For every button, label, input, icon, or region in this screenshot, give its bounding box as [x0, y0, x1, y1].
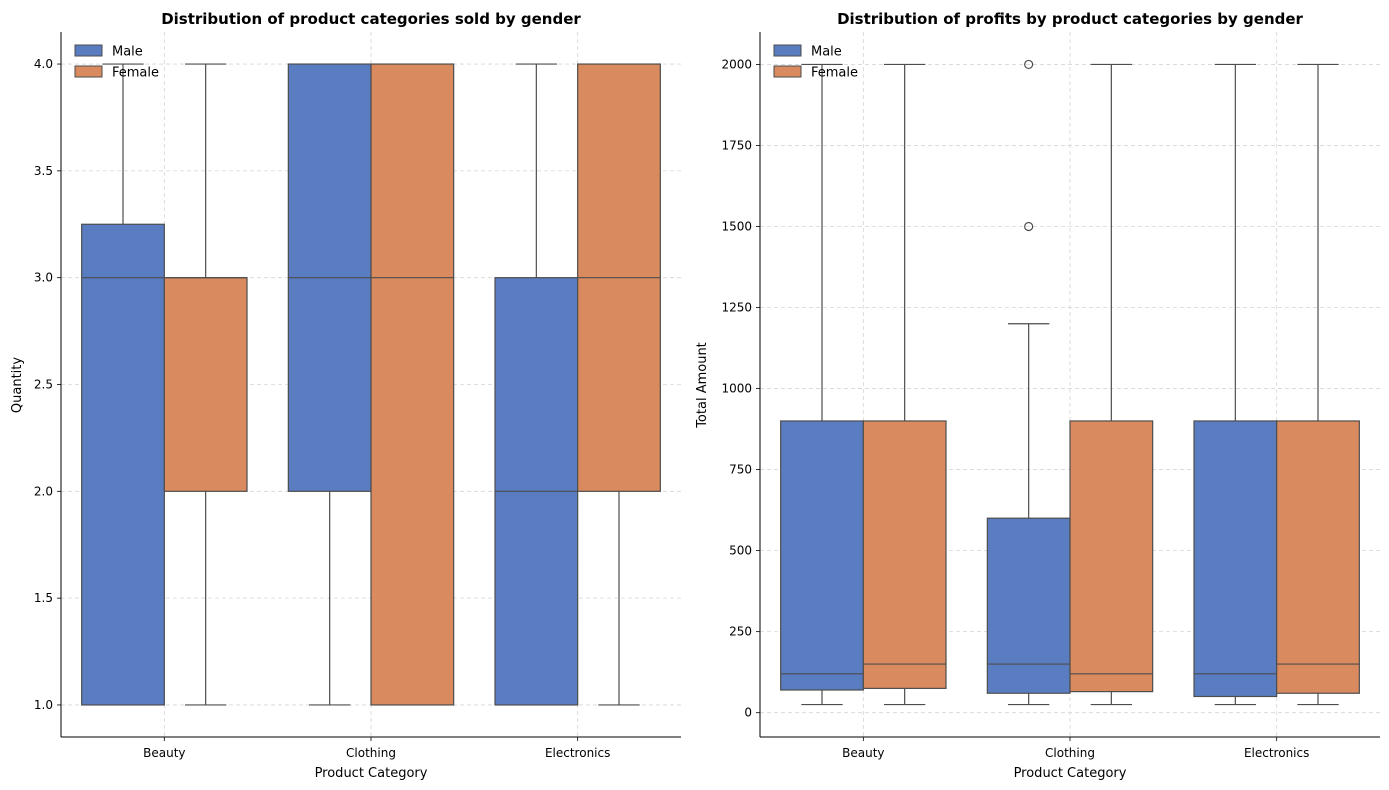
legend-swatch	[773, 44, 802, 57]
x-tick-label: Clothing	[1045, 746, 1095, 760]
box-iqr	[862, 420, 947, 689]
x-axis-label: Product Category	[315, 766, 428, 781]
box-iqr	[81, 223, 165, 706]
y-axis-label: Quantity	[10, 357, 25, 413]
x-tick-label: Electronics	[1244, 746, 1309, 760]
box-iqr	[1276, 420, 1360, 694]
box-male-beauty	[81, 63, 165, 706]
y-tick-label: 750	[729, 463, 752, 477]
y-tick-label: 2000	[721, 57, 752, 71]
box-female-beauty	[862, 63, 947, 706]
legend-swatch	[773, 65, 802, 78]
boxes-layer	[780, 59, 1360, 706]
box-male-electronics	[1193, 63, 1278, 706]
box-male-clothing	[986, 59, 1071, 706]
legend-entry-male: Male	[74, 44, 143, 60]
box-female-clothing	[1069, 63, 1154, 706]
box-iqr	[370, 63, 455, 706]
box-iqr	[986, 517, 1071, 694]
ticks-layer: 1.0 1.5 2.0 2.5 3.0 3.5 4.0 Beauty Clothing Elect…	[34, 57, 610, 760]
x-tick-label: Electronics	[545, 746, 610, 760]
legend-entry-male: Male	[773, 44, 842, 60]
box-female-electronics	[1276, 63, 1360, 706]
y-tick-label: 4.0	[34, 57, 53, 71]
box-male-electronics	[494, 63, 579, 706]
legend-label: Male	[811, 45, 842, 60]
legend-entry-female: Female	[773, 65, 858, 81]
y-tick-label: 3.5	[34, 164, 53, 178]
box-female-electronics	[577, 63, 661, 706]
box-iqr	[1069, 420, 1154, 693]
y-tick-label: 1250	[721, 301, 752, 315]
x-tick-label: Beauty	[842, 746, 884, 760]
box-male-clothing	[287, 63, 372, 706]
outlier-point	[1024, 59, 1034, 70]
y-tick-label: 250	[729, 625, 752, 639]
chart-total-amount-by-category: Distribution of profits by product categ…	[695, 10, 1380, 781]
box-iqr	[780, 420, 864, 691]
y-tick-label: 1750	[721, 138, 752, 152]
y-tick-label: 1500	[721, 219, 752, 233]
box-iqr	[163, 277, 248, 492]
boxes-layer	[81, 63, 661, 706]
x-tick-label: Beauty	[143, 746, 185, 760]
box-iqr	[1193, 420, 1278, 698]
y-tick-label: 2.5	[34, 378, 53, 392]
x-tick-label: Clothing	[346, 746, 396, 760]
legend-entry-female: Female	[74, 65, 159, 81]
y-tick-label: 1.5	[34, 591, 53, 605]
legend-swatch	[74, 44, 103, 57]
box-female-clothing	[370, 63, 455, 706]
y-tick-label: 500	[729, 544, 752, 558]
y-tick-label: 0	[744, 706, 752, 720]
chart-title: Distribution of profits by product categ…	[837, 10, 1303, 28]
y-tick-label: 1.0	[34, 698, 53, 712]
y-tick-label: 1000	[721, 382, 752, 396]
legend-label: Female	[811, 66, 858, 81]
legend-swatch	[74, 65, 103, 78]
legend-layer: Male Female	[773, 44, 858, 81]
legend-label: Male	[112, 45, 143, 60]
y-tick-label: 2.0	[34, 484, 53, 498]
box-female-beauty	[163, 63, 248, 706]
chart-title: Distribution of product categories sold …	[161, 10, 581, 28]
y-tick-label: 3.0	[34, 271, 53, 285]
box-male-beauty	[780, 63, 864, 706]
ticks-layer: 0 250 500 750 1000 1250 1500 1750 2000 Beauty Clot…	[721, 57, 1309, 760]
y-axis-label: Total Amount	[695, 342, 710, 429]
chart-quantity-by-category: Distribution of product categories sold …	[10, 10, 681, 781]
legend-label: Female	[112, 66, 159, 81]
outlier-point	[1024, 221, 1034, 232]
x-axis-label: Product Category	[1014, 766, 1127, 781]
legend-layer: Male Female	[74, 44, 159, 81]
